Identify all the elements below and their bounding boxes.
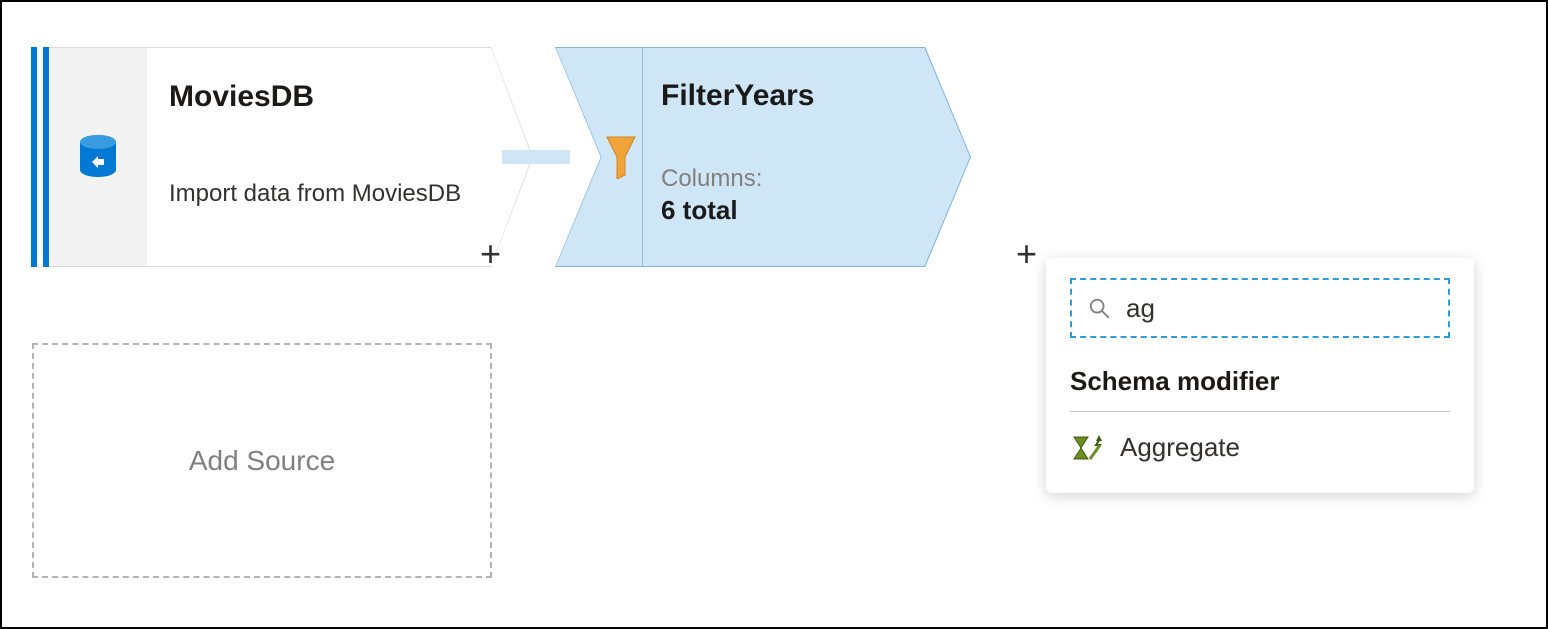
add-source-placeholder[interactable]: Add Source [32, 343, 492, 578]
filter-node[interactable]: FilterYears Columns: 6 total [555, 47, 971, 267]
filter-columns-value: 6 total [661, 195, 921, 226]
popup-section-title: Schema modifier [1070, 366, 1450, 397]
database-icon [78, 134, 118, 180]
filter-title: FilterYears [661, 79, 921, 113]
add-source-label: Add Source [189, 445, 335, 477]
source-body: MoviesDB Import data from MoviesDB [147, 47, 491, 267]
popup-item-label: Aggregate [1120, 432, 1240, 463]
search-box[interactable] [1070, 278, 1450, 338]
add-step-button[interactable]: + [480, 236, 501, 272]
aggregate-icon [1072, 435, 1102, 461]
search-icon [1088, 297, 1110, 319]
source-description: Import data from MoviesDB [169, 180, 469, 208]
search-input[interactable] [1124, 292, 1432, 325]
popup-item-aggregate[interactable]: Aggregate [1070, 426, 1450, 469]
popup-divider [1070, 411, 1450, 412]
add-step-button[interactable]: + [1016, 236, 1037, 272]
funnel-icon [606, 135, 636, 179]
data-flow-canvas: MoviesDB Import data from MoviesDB + Fil… [0, 0, 1548, 629]
filter-columns-label: Columns: [661, 165, 921, 193]
source-node[interactable]: MoviesDB Import data from MoviesDB [31, 47, 491, 267]
transformation-picker-popup: Schema modifier Aggregate [1046, 258, 1474, 493]
filter-icon-wrap [599, 47, 643, 267]
source-title: MoviesDB [169, 80, 469, 114]
source-icon-column [49, 47, 147, 267]
filter-body: FilterYears Columns: 6 total [661, 79, 921, 226]
